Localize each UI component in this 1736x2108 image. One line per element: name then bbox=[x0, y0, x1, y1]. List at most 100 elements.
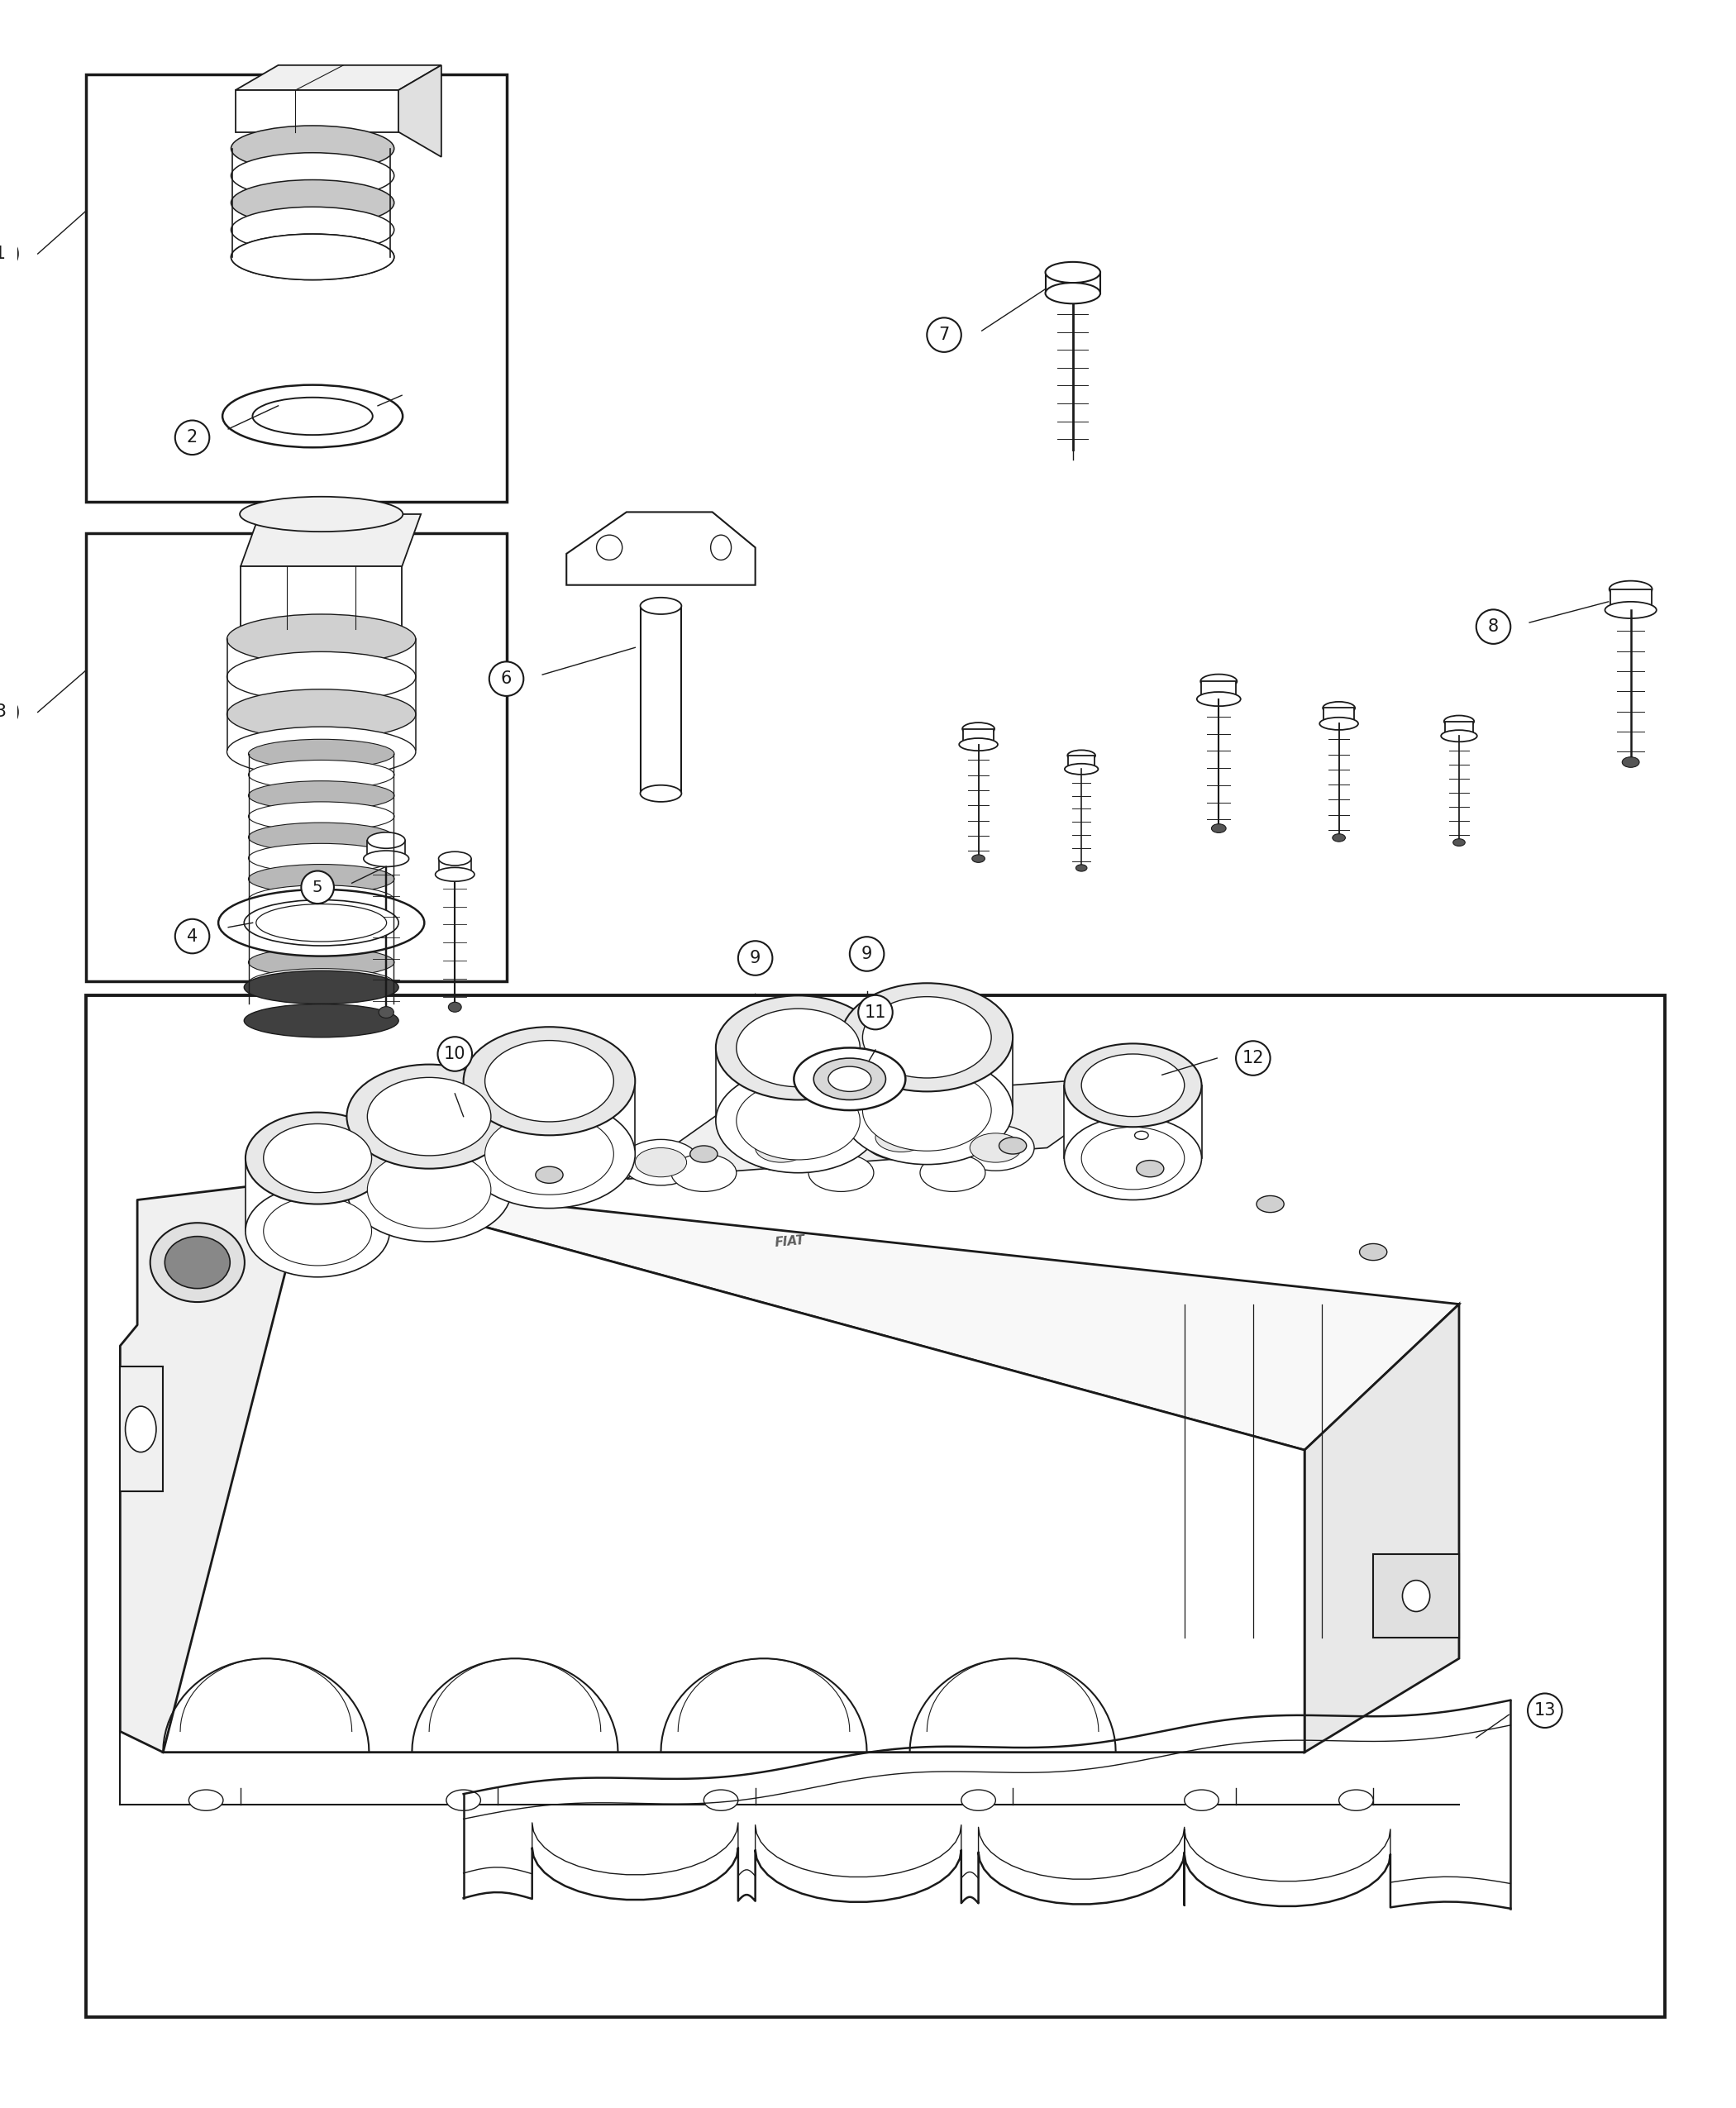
Ellipse shape bbox=[736, 1008, 859, 1088]
Ellipse shape bbox=[436, 868, 474, 881]
Text: 9: 9 bbox=[750, 951, 760, 965]
Ellipse shape bbox=[248, 968, 394, 997]
Polygon shape bbox=[842, 1037, 1012, 1111]
Ellipse shape bbox=[536, 1166, 562, 1183]
Ellipse shape bbox=[347, 1138, 512, 1242]
Ellipse shape bbox=[248, 949, 394, 976]
Ellipse shape bbox=[755, 1134, 807, 1162]
Polygon shape bbox=[120, 1178, 309, 1752]
Ellipse shape bbox=[264, 1197, 372, 1265]
Ellipse shape bbox=[1082, 1128, 1184, 1189]
Text: 5: 5 bbox=[312, 879, 323, 896]
Polygon shape bbox=[627, 1075, 1149, 1178]
Text: 11: 11 bbox=[865, 1003, 887, 1020]
Polygon shape bbox=[236, 65, 441, 91]
Ellipse shape bbox=[970, 1134, 1021, 1162]
Ellipse shape bbox=[621, 1140, 700, 1185]
Ellipse shape bbox=[368, 833, 404, 847]
Polygon shape bbox=[241, 514, 420, 567]
Polygon shape bbox=[245, 1157, 389, 1231]
Circle shape bbox=[1476, 609, 1510, 643]
Ellipse shape bbox=[1359, 1244, 1387, 1261]
Ellipse shape bbox=[962, 1790, 995, 1811]
Circle shape bbox=[175, 419, 210, 455]
Bar bbox=[85, 533, 507, 980]
Polygon shape bbox=[1068, 755, 1095, 769]
Ellipse shape bbox=[597, 535, 621, 561]
Circle shape bbox=[738, 940, 773, 976]
Ellipse shape bbox=[1068, 750, 1095, 761]
Circle shape bbox=[0, 694, 17, 729]
Text: 1: 1 bbox=[0, 245, 5, 261]
Ellipse shape bbox=[863, 1069, 991, 1151]
Bar bbox=[85, 995, 1665, 2017]
Ellipse shape bbox=[635, 1147, 687, 1176]
Ellipse shape bbox=[245, 1113, 389, 1204]
Ellipse shape bbox=[920, 1153, 986, 1191]
Ellipse shape bbox=[1201, 675, 1238, 689]
Circle shape bbox=[858, 995, 892, 1029]
Polygon shape bbox=[347, 1117, 512, 1189]
Ellipse shape bbox=[151, 1223, 245, 1303]
Ellipse shape bbox=[1064, 1043, 1201, 1128]
Ellipse shape bbox=[347, 1065, 512, 1168]
Ellipse shape bbox=[189, 1790, 224, 1811]
Ellipse shape bbox=[165, 1237, 229, 1288]
Polygon shape bbox=[464, 1081, 635, 1153]
Ellipse shape bbox=[446, 1790, 481, 1811]
Ellipse shape bbox=[1212, 824, 1226, 833]
Ellipse shape bbox=[1606, 601, 1656, 618]
Text: 7: 7 bbox=[939, 327, 950, 344]
Circle shape bbox=[437, 1037, 472, 1071]
Circle shape bbox=[0, 236, 17, 272]
Ellipse shape bbox=[257, 904, 387, 942]
Ellipse shape bbox=[1082, 1054, 1184, 1117]
Ellipse shape bbox=[464, 1027, 635, 1136]
Ellipse shape bbox=[672, 1153, 736, 1191]
Ellipse shape bbox=[641, 784, 682, 801]
Ellipse shape bbox=[248, 864, 394, 894]
Ellipse shape bbox=[1132, 1056, 1151, 1067]
Ellipse shape bbox=[743, 1126, 819, 1170]
Ellipse shape bbox=[484, 1041, 613, 1121]
Ellipse shape bbox=[962, 723, 995, 736]
Ellipse shape bbox=[248, 801, 394, 831]
Text: 3: 3 bbox=[0, 704, 5, 721]
Ellipse shape bbox=[439, 852, 470, 866]
Ellipse shape bbox=[1403, 1581, 1430, 1613]
Polygon shape bbox=[1201, 681, 1236, 700]
Ellipse shape bbox=[248, 761, 394, 788]
Ellipse shape bbox=[641, 597, 682, 613]
Ellipse shape bbox=[231, 234, 394, 280]
Ellipse shape bbox=[248, 906, 394, 936]
Ellipse shape bbox=[484, 1113, 613, 1195]
Text: 6: 6 bbox=[502, 670, 512, 687]
Ellipse shape bbox=[715, 995, 880, 1100]
Ellipse shape bbox=[248, 885, 394, 915]
Ellipse shape bbox=[703, 1790, 738, 1811]
Polygon shape bbox=[1045, 272, 1101, 293]
Ellipse shape bbox=[736, 1081, 859, 1159]
Polygon shape bbox=[1064, 1086, 1201, 1157]
Text: 9: 9 bbox=[861, 946, 873, 961]
Polygon shape bbox=[241, 567, 403, 628]
Polygon shape bbox=[715, 1048, 880, 1121]
Circle shape bbox=[849, 936, 884, 972]
Ellipse shape bbox=[1338, 1790, 1373, 1811]
Ellipse shape bbox=[240, 497, 403, 531]
Ellipse shape bbox=[793, 1048, 906, 1111]
Ellipse shape bbox=[1319, 717, 1358, 729]
Polygon shape bbox=[439, 858, 470, 875]
Ellipse shape bbox=[842, 982, 1012, 1092]
Ellipse shape bbox=[368, 1077, 491, 1155]
Ellipse shape bbox=[245, 900, 399, 946]
Ellipse shape bbox=[998, 1138, 1026, 1153]
Text: 12: 12 bbox=[1243, 1050, 1264, 1067]
Ellipse shape bbox=[828, 1067, 871, 1092]
Ellipse shape bbox=[227, 727, 415, 776]
Ellipse shape bbox=[231, 126, 394, 171]
Ellipse shape bbox=[1323, 702, 1356, 715]
Text: 13: 13 bbox=[1535, 1703, 1555, 1718]
Polygon shape bbox=[1304, 1305, 1458, 1752]
Ellipse shape bbox=[715, 1069, 880, 1172]
